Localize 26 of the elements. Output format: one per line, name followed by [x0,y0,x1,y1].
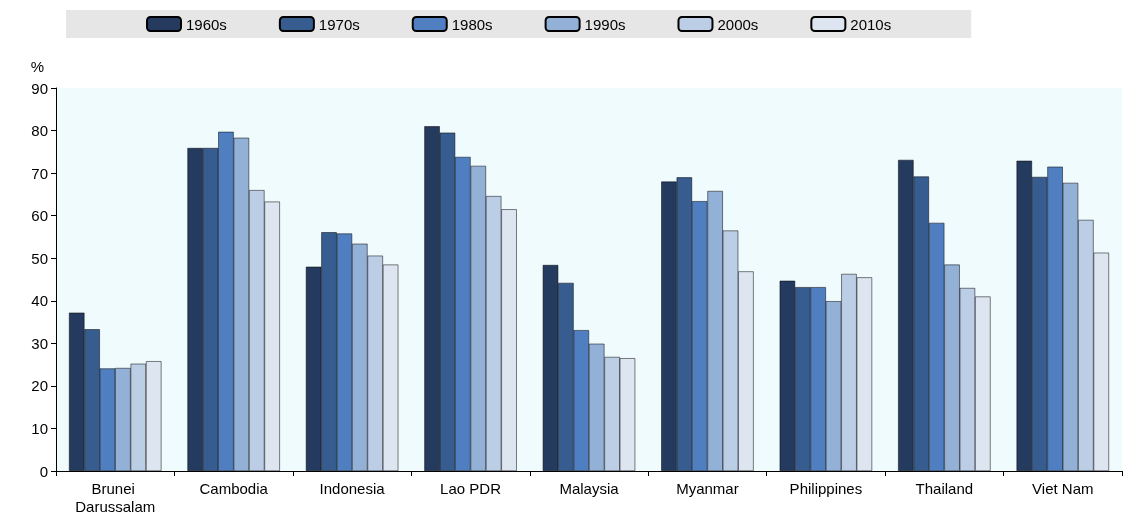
x-tick-label: Malaysia [559,479,620,497]
y-tick-label: 90 [31,79,48,97]
legend-label: 2000s [717,15,759,33]
x-tick-label: Lao PDR [440,479,502,497]
y-tick-label: 0 [39,462,48,480]
y-tick-label: 20 [31,377,48,395]
x-tick-label: Philippines [789,479,863,497]
legend-label: 2010s [850,15,892,33]
x-tick-label: Thailand [915,479,974,497]
x-tick-label: Indonesia [319,479,386,497]
legend-label: 1960s [186,15,227,33]
y-tick-label: 60 [31,207,48,225]
legend-label: 1970s [318,15,360,33]
legend-label: 1990s [584,15,626,33]
x-tick-label: Myanmar [676,479,739,497]
x-tick-label: Viet Nam [1032,479,1094,497]
x-tick-label: Brunei Darussalam [75,479,156,515]
y-axis-title: % [30,58,44,75]
x-tick-label: Cambodia [199,479,269,497]
y-tick-label: 40 [31,292,48,310]
y-tick-label: 80 [31,122,48,140]
y-tick-label: 70 [31,164,48,182]
y-tick-label: 50 [31,249,48,267]
legend-label: 1980s [451,15,493,33]
y-tick-label: 30 [31,334,48,352]
y-tick-label: 10 [31,419,48,437]
